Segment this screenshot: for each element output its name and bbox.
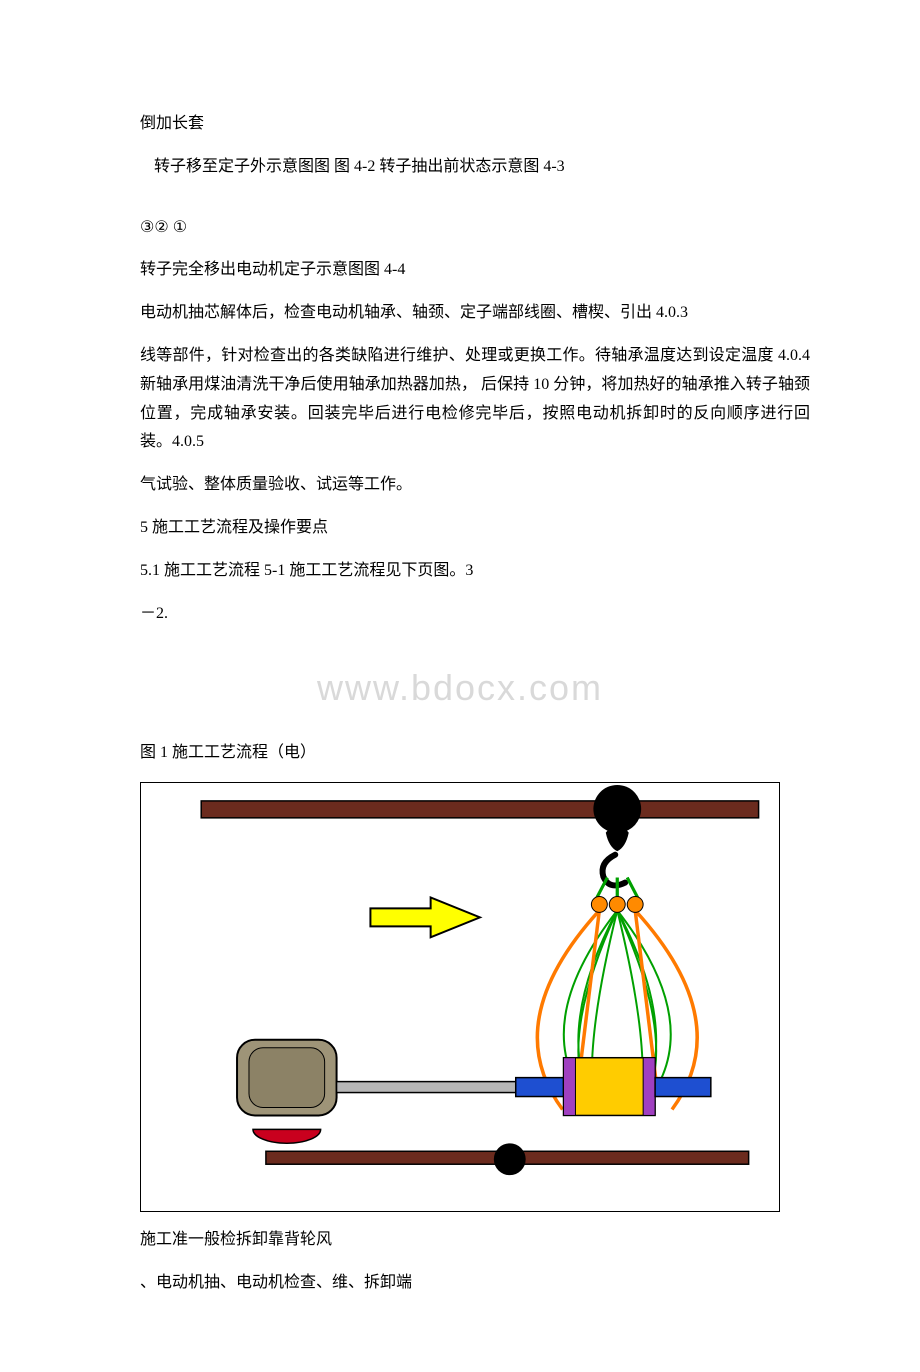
paragraph: 施工准一般检拆卸靠背轮风: [110, 1226, 810, 1255]
watermark-text: www.bdocx.com: [110, 656, 810, 721]
paragraph: 、电动机抽、电动机检查、维、拆卸端: [110, 1269, 810, 1298]
paragraph: －2.: [110, 600, 810, 629]
figure-label: 图 1 施工工艺流程（电）: [110, 739, 810, 768]
paragraph: 转子完全移出电动机定子示意图图 4-4: [110, 256, 810, 285]
heading: 5 施工工艺流程及操作要点: [110, 514, 810, 543]
paragraph: 转子移至定子外示意图图 图 4-2 转子抽出前状态示意图 4-3: [110, 153, 810, 182]
figure-diagram: [140, 782, 780, 1212]
document-page: 倒加长套 转子移至定子外示意图图 图 4-2 转子抽出前状态示意图 4-3 ③②…: [0, 0, 920, 1372]
paragraph: 气试验、整体质量验收、试运等工作。: [110, 471, 810, 500]
paragraph: 倒加长套: [110, 110, 810, 139]
rigging-diagram-svg: [141, 783, 779, 1211]
paragraph: ③② ①: [110, 214, 810, 243]
paragraph: 线等部件，针对检查出的各类缺陷进行维护、处理或更换工作。待轴承温度达到设定温度 …: [110, 342, 810, 457]
paragraph: 电动机抽芯解体后，检查电动机轴承、轴颈、定子端部线圈、槽楔、引出 4.0.3: [110, 299, 810, 328]
paragraph: 5.1 施工工艺流程 5-1 施工工艺流程见下页图。3: [110, 557, 810, 586]
